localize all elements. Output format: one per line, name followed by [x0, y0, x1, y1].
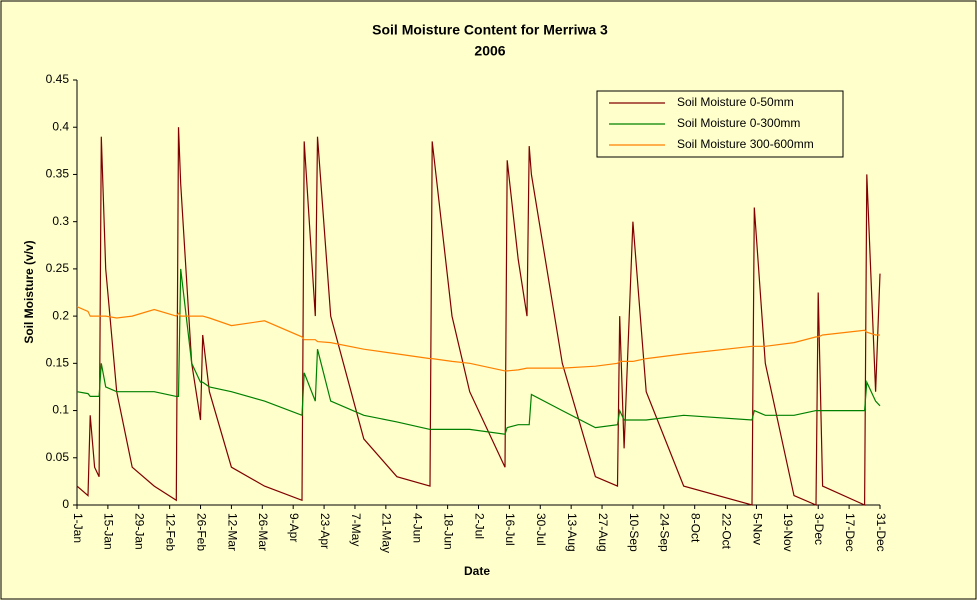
- legend-label: Soil Moisture 0-300mm: [677, 116, 800, 130]
- x-tick-label: 17-Dec: [843, 513, 857, 552]
- x-tick-label: 26-Feb: [194, 513, 208, 551]
- data-line: [76, 268, 881, 435]
- data-line: [76, 127, 881, 506]
- x-tick-label: 27-Aug: [596, 513, 610, 552]
- x-tick-label: 1-Jan: [71, 513, 85, 543]
- legend-label: Soil Moisture 300-600mm: [677, 137, 814, 151]
- x-tick-label: 12-Feb: [163, 513, 177, 551]
- x-tick-label: 16-Jul: [503, 513, 517, 546]
- x-tick-label: 31-Dec: [874, 513, 888, 552]
- y-tick-label: 0.15: [46, 356, 70, 370]
- x-tick-label: 21-May: [380, 513, 394, 553]
- x-tick-label: 26-Mar: [256, 513, 270, 551]
- y-tick-label: 0.4: [52, 119, 69, 133]
- x-tick-label: 24-Sep: [658, 513, 672, 552]
- chart-title: Soil Moisture Content for Merriwa 3: [372, 22, 608, 38]
- x-tick-label: 9-Apr: [287, 513, 301, 542]
- x-tick-label: 13-Aug: [565, 513, 579, 552]
- x-tick-label: 4-Jun: [411, 513, 425, 543]
- y-tick-label: 0: [62, 497, 69, 511]
- y-tick-label: 0.35: [46, 167, 70, 181]
- x-tick-label: 12-Mar: [225, 513, 239, 551]
- y-axis-label: Soil Moisture (v/v): [22, 240, 36, 343]
- y-tick-label: 0.05: [46, 450, 70, 464]
- x-tick-label: 5-Nov: [750, 513, 764, 545]
- x-tick-label: 23-Apr: [318, 513, 332, 549]
- x-tick-label: 8-Oct: [689, 513, 703, 543]
- chart-subtitle: 2006: [474, 43, 505, 59]
- y-tick-label: 0.1: [52, 403, 69, 417]
- x-axis-label: Date: [464, 564, 490, 578]
- x-tick-label: 7-May: [349, 513, 363, 546]
- x-tick-label: 19-Nov: [781, 513, 795, 552]
- y-tick-label: 0.45: [46, 72, 70, 86]
- x-tick-label: 18-Jun: [441, 513, 455, 550]
- data-line: [76, 306, 880, 372]
- x-tick-label: 30-Jul: [534, 513, 548, 546]
- x-tick-label: 2-Jul: [472, 513, 486, 539]
- x-tick-label: 3-Dec: [812, 513, 826, 545]
- y-tick-label: 0.3: [52, 214, 69, 228]
- x-tick-label: 15-Jan: [102, 513, 116, 550]
- x-tick-label: 10-Sep: [627, 513, 641, 552]
- x-tick-label: 29-Jan: [133, 513, 147, 550]
- x-tick-label: 22-Oct: [719, 513, 733, 550]
- legend-label: Soil Moisture 0-50mm: [677, 95, 794, 109]
- y-tick-label: 0.25: [46, 261, 70, 275]
- y-tick-label: 0.2: [52, 308, 69, 322]
